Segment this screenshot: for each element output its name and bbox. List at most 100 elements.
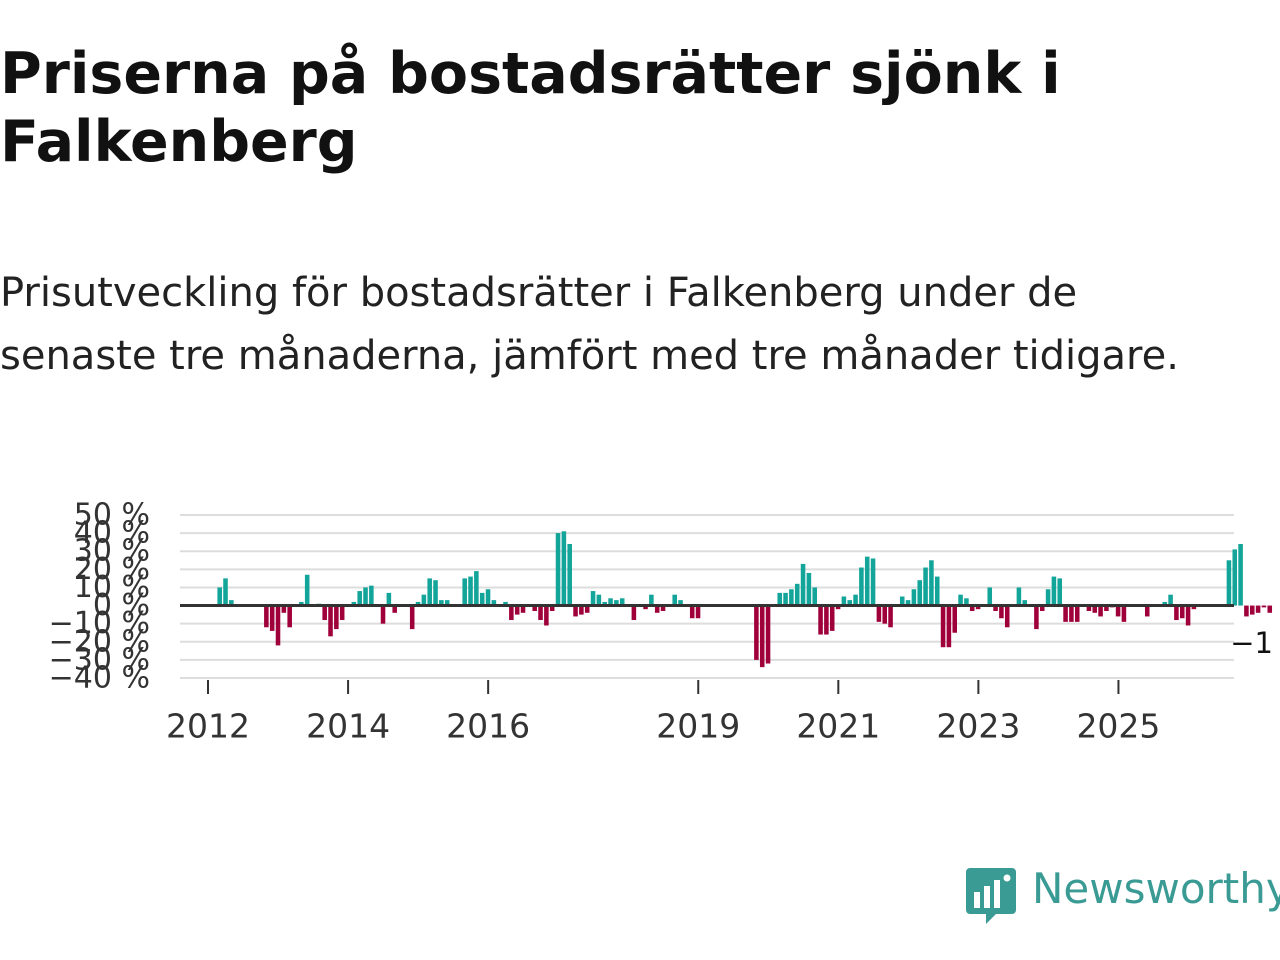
bar [380, 605, 386, 624]
bar [1249, 605, 1255, 615]
bar [275, 605, 281, 646]
bar [806, 572, 812, 606]
bar [491, 600, 497, 606]
bar [514, 605, 520, 615]
bar [643, 605, 648, 610]
y-tick-label: −30 % [49, 642, 150, 677]
y-tick-label: 30 % [74, 534, 150, 569]
bar [695, 605, 701, 619]
bar [369, 585, 374, 606]
x-axis: 2012 2014 2016 2019 2021 2023 2025 [166, 680, 1160, 746]
bar [386, 592, 392, 606]
bar [864, 556, 870, 606]
bar [421, 594, 427, 606]
y-tick-label: −40 % [49, 661, 150, 696]
bar [1086, 605, 1092, 611]
bar [1238, 543, 1243, 606]
bar [987, 587, 993, 606]
bar [509, 605, 514, 621]
newsworthy-logo-text: Newsworthy [1032, 864, 1280, 913]
bar [1244, 605, 1249, 617]
bar [759, 605, 765, 668]
y-tick-label: −10 % [49, 606, 150, 641]
bar [946, 605, 952, 648]
bar [287, 605, 292, 628]
bar [975, 605, 981, 610]
bar [229, 600, 234, 606]
bar [853, 594, 858, 606]
bar [520, 605, 526, 613]
bar [1174, 605, 1179, 621]
bar [409, 605, 415, 630]
bar [1144, 605, 1150, 617]
bars [217, 531, 1273, 668]
bar [590, 591, 596, 606]
bar [264, 605, 269, 628]
bar [468, 576, 473, 606]
bar [818, 605, 823, 635]
bar [1226, 560, 1232, 606]
bar [532, 605, 537, 611]
x-tick-label: 2012 [166, 707, 250, 746]
bar [1104, 605, 1109, 611]
bar [993, 605, 998, 611]
bar [584, 605, 590, 613]
bar [596, 594, 602, 606]
bar [841, 596, 847, 606]
bar [654, 605, 660, 613]
bar [357, 591, 362, 606]
bar [462, 578, 467, 606]
bar [555, 533, 561, 606]
bar [334, 605, 339, 630]
bar [678, 600, 683, 606]
bar [1261, 605, 1267, 608]
bar [474, 571, 479, 606]
bar [859, 567, 864, 606]
bar [905, 600, 911, 606]
bar [1162, 601, 1168, 606]
page-subtitle: Prisutveckling för bostadsrätter i Falke… [0, 270, 1179, 379]
bar [917, 580, 923, 606]
bar [783, 592, 788, 606]
bar [269, 605, 275, 631]
y-tick-label: 20 % [74, 552, 150, 587]
bar [800, 563, 806, 606]
bar [304, 574, 310, 606]
bar [631, 605, 637, 621]
bar [223, 578, 228, 606]
bar [1185, 605, 1191, 626]
bar [328, 605, 333, 637]
y-tick-label: 50 % [74, 498, 150, 533]
bar [911, 589, 917, 606]
bar [835, 605, 841, 610]
bar [567, 543, 572, 606]
y-tick-label: 40 % [74, 516, 150, 551]
bar [217, 587, 222, 606]
newsworthy-logo: Newsworthy [962, 864, 1280, 928]
bar [573, 605, 578, 617]
x-tick-label: 2025 [1076, 707, 1160, 746]
x-tick-label: 2021 [796, 707, 880, 746]
bar [923, 567, 928, 606]
bar [392, 605, 397, 613]
bar [1069, 605, 1074, 622]
bar [1168, 594, 1173, 606]
bar [794, 583, 800, 606]
bar [1016, 587, 1022, 606]
bar [322, 605, 327, 621]
bar [503, 601, 508, 606]
bar [649, 594, 654, 606]
bar [958, 594, 963, 606]
y-tick-label: −20 % [49, 624, 150, 659]
bar [1191, 605, 1197, 610]
x-tick-label: 2023 [936, 707, 1020, 746]
bar [614, 600, 619, 606]
bar [544, 605, 549, 626]
bar [351, 601, 357, 606]
page-title: Priserna på bostadsrätter sjönk i Falken… [0, 41, 1061, 175]
bar [660, 605, 666, 611]
bar [1255, 605, 1261, 613]
bar [602, 601, 607, 606]
bar [929, 560, 934, 606]
bar [1051, 576, 1057, 606]
